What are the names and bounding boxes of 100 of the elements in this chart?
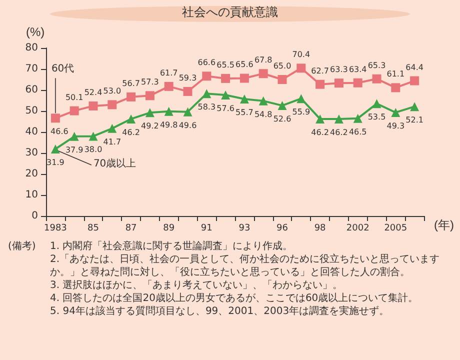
point bbox=[258, 69, 268, 78]
data-label: 57.6 bbox=[216, 104, 234, 114]
data-label: 46.2 bbox=[122, 128, 140, 137]
point bbox=[50, 114, 60, 123]
x-tick-label: 2005 bbox=[384, 224, 408, 234]
data-label: 65.0 bbox=[273, 62, 292, 70]
point bbox=[296, 94, 306, 104]
point bbox=[108, 124, 117, 133]
data-label: 67.8 bbox=[254, 56, 272, 65]
point bbox=[164, 82, 174, 91]
data-label: 46.2 bbox=[311, 128, 329, 137]
y-tick-label: 30 bbox=[25, 148, 38, 158]
data-label: 53.5 bbox=[368, 112, 386, 122]
point bbox=[334, 114, 344, 124]
point bbox=[70, 106, 79, 116]
y-tick-label: 60 bbox=[25, 84, 38, 96]
data-label: 70.4 bbox=[292, 50, 310, 60]
data-label: 61.1 bbox=[386, 70, 405, 79]
y-tick-label: 0 bbox=[32, 210, 38, 222]
data-label: 57.3 bbox=[141, 78, 159, 87]
point bbox=[145, 91, 154, 100]
point bbox=[353, 78, 362, 88]
text: 4. 回答したのは全国20歳以上の男女であるが、ここでは60歳以上について集計。 bbox=[50, 292, 420, 305]
x-tick-label: 85 bbox=[88, 224, 99, 234]
x-tick-label: 93 bbox=[238, 224, 250, 234]
data-label: 64.4 bbox=[406, 62, 424, 72]
data-label: 58.3 bbox=[198, 102, 216, 112]
point bbox=[278, 101, 287, 110]
y-tick-label: 70 bbox=[25, 64, 38, 74]
data-label: 66.6 bbox=[198, 58, 216, 68]
point bbox=[50, 144, 60, 154]
chart-title: 社会への貢献意識 bbox=[182, 5, 278, 19]
point bbox=[391, 83, 400, 92]
point bbox=[316, 114, 325, 124]
point bbox=[240, 74, 249, 83]
data-label: 55.9 bbox=[292, 108, 310, 117]
data-label: 49.2 bbox=[141, 122, 159, 131]
data-label: 54.8 bbox=[254, 110, 272, 119]
data-label: 63.4 bbox=[348, 64, 367, 74]
data-label: 38.0 bbox=[84, 145, 102, 154]
point bbox=[334, 78, 344, 88]
x-tick-label: 2002 bbox=[346, 224, 370, 234]
data-label: 49.3 bbox=[386, 121, 405, 130]
data-label: 49.8 bbox=[160, 120, 178, 130]
data-label: 31.9 bbox=[46, 158, 64, 168]
point bbox=[164, 106, 174, 116]
text: 1. 内閣府「社会意識に関する世論調査」により作成。 bbox=[50, 240, 294, 253]
x-tick-label: 98 bbox=[314, 224, 326, 234]
point bbox=[391, 108, 400, 117]
data-label: 65.3 bbox=[368, 60, 386, 70]
x-tick-label: 89 bbox=[163, 224, 175, 234]
data-label: 59.3 bbox=[178, 73, 197, 82]
data-label: 62.7 bbox=[311, 66, 329, 76]
data-label: 55.7 bbox=[236, 108, 254, 118]
data-label: 56.7 bbox=[122, 78, 140, 88]
point bbox=[108, 100, 117, 110]
x-axis-title: (年) bbox=[434, 218, 454, 232]
text: 5. 94年は該当する質問項目なし、99、2001、2003年は調査を実施せず。 bbox=[50, 305, 390, 318]
data-label: 49.6 bbox=[178, 120, 197, 130]
y-tick-label: 20 bbox=[25, 168, 38, 180]
data-label: 53.0 bbox=[103, 86, 122, 96]
data-label: 41.7 bbox=[103, 137, 122, 146]
point bbox=[221, 90, 230, 100]
point bbox=[240, 94, 249, 104]
point bbox=[410, 102, 420, 112]
point bbox=[296, 64, 306, 73]
data-label: 52.1 bbox=[406, 116, 424, 125]
y-tick-label: 50 bbox=[25, 106, 38, 116]
point bbox=[278, 75, 287, 84]
data-label: 63.3 bbox=[330, 65, 348, 74]
data-label: 37.9 bbox=[65, 145, 84, 154]
text: 2.「あなたは、日頃、社会の一員として、何か社会のために役立ちたいと思っていますか。」と尋ねた問に対し、「役に立ちたいと思っている」と回答した人の割合。 bbox=[50, 253, 441, 279]
text: 3. 選択肢はほかに、「あまり考えていない」、「わからない」。 bbox=[50, 279, 344, 292]
point bbox=[88, 101, 98, 110]
point bbox=[221, 74, 230, 83]
y-tick-label: 10 bbox=[25, 190, 38, 200]
text: (備考) bbox=[8, 240, 37, 254]
point bbox=[410, 76, 420, 86]
data-label: 46.5 bbox=[348, 127, 367, 136]
point bbox=[88, 132, 98, 141]
point bbox=[126, 92, 136, 102]
y-axis-title: (%) bbox=[26, 25, 45, 39]
point bbox=[372, 99, 382, 108]
data-label: 50.1 bbox=[65, 92, 84, 102]
series-label: 70歳以上 bbox=[93, 158, 136, 170]
point bbox=[70, 132, 79, 141]
point bbox=[202, 72, 212, 81]
point bbox=[126, 114, 136, 124]
x-tick-label: 91 bbox=[200, 224, 212, 234]
point bbox=[258, 96, 268, 106]
data-label: 46.6 bbox=[50, 127, 68, 136]
data-label: 65.5 bbox=[216, 60, 234, 70]
y-tick-label: 80 bbox=[25, 42, 38, 54]
point bbox=[183, 86, 192, 96]
text: 60代 bbox=[51, 64, 74, 75]
point bbox=[183, 107, 192, 116]
point bbox=[316, 80, 325, 89]
x-tick-label: 87 bbox=[125, 224, 137, 234]
point bbox=[372, 74, 382, 84]
point bbox=[202, 89, 212, 98]
